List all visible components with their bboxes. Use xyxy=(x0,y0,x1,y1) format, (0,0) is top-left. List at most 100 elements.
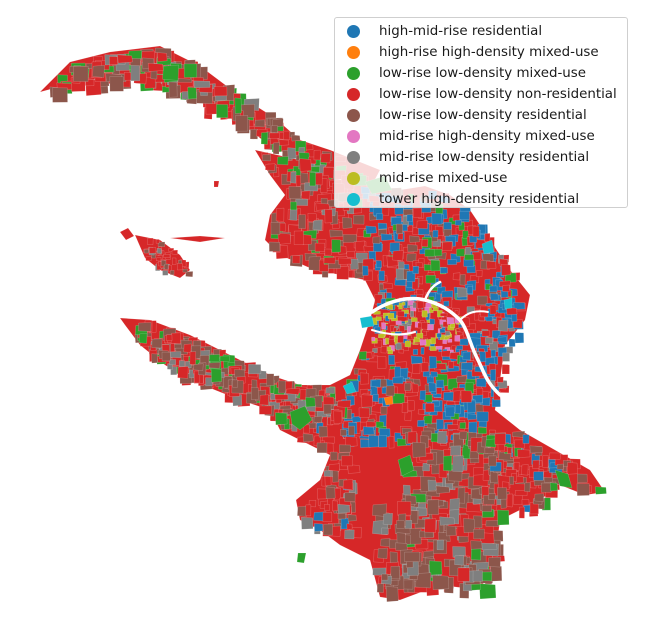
land-use-parcel xyxy=(417,419,425,428)
land-use-parcel xyxy=(456,331,463,336)
land-use-parcel xyxy=(423,415,433,425)
legend-label: tower high-density residential xyxy=(379,192,580,207)
land-use-parcel xyxy=(416,332,424,339)
land-use-parcel xyxy=(324,248,332,256)
land-use-parcel xyxy=(109,56,119,66)
land-use-parcel xyxy=(403,484,411,496)
land-use-parcel xyxy=(295,198,309,206)
land-use-parcel xyxy=(409,510,418,524)
land-use-parcel xyxy=(359,372,370,385)
land-use-parcel xyxy=(324,476,332,486)
land-use-parcel xyxy=(166,334,173,342)
land-use-parcel xyxy=(428,382,437,393)
land-use-parcel xyxy=(235,115,249,132)
land-use-parcel xyxy=(427,479,437,491)
land-use-parcel xyxy=(291,134,301,142)
land-use-parcel xyxy=(431,212,443,225)
land-use-parcel xyxy=(381,573,389,581)
river-channel xyxy=(459,310,489,321)
land-use-parcel xyxy=(184,360,192,369)
land-use-parcel xyxy=(271,125,278,133)
land-use-parcel xyxy=(372,347,378,354)
land-use-parcel xyxy=(410,355,423,365)
land-use-parcel xyxy=(489,285,498,293)
land-use-parcel xyxy=(363,245,375,253)
land-use-parcel xyxy=(323,396,335,405)
land-use-parcel xyxy=(475,270,483,278)
land-use-parcel xyxy=(316,442,328,454)
land-use-parcel xyxy=(147,62,164,72)
land-use-parcel xyxy=(416,300,425,309)
land-use-parcel xyxy=(207,354,220,362)
land-use-parcel xyxy=(156,247,162,254)
land-use-parcel xyxy=(345,436,358,447)
land-use-parcel xyxy=(331,239,341,253)
legend-swatch xyxy=(347,25,360,38)
land-use-parcel xyxy=(417,408,425,415)
legend-item: low-rise low-density residential xyxy=(347,105,627,126)
land-use-parcel xyxy=(549,452,561,460)
land-use-parcel xyxy=(151,353,158,364)
land-use-parcel xyxy=(216,104,229,119)
land-use-parcel xyxy=(341,455,353,467)
map-legend: high-mid-rise residential high-rise high… xyxy=(334,17,628,208)
land-use-parcel xyxy=(232,379,238,388)
land-use-region xyxy=(119,227,135,241)
land-use-parcel xyxy=(383,395,394,406)
land-use-parcel xyxy=(407,400,415,411)
land-use-parcel xyxy=(324,208,333,224)
land-use-parcel xyxy=(322,166,334,179)
legend-swatch xyxy=(347,172,360,185)
land-use-parcel xyxy=(473,528,485,540)
land-use-parcel xyxy=(275,412,288,425)
land-use-parcel xyxy=(145,256,152,261)
land-use-parcel xyxy=(447,338,453,343)
land-use-parcel xyxy=(432,574,450,590)
land-use-parcel xyxy=(482,253,495,263)
land-use-parcel xyxy=(435,345,443,350)
land-use-parcel xyxy=(456,248,465,257)
legend-item: mid-rise low-density residential xyxy=(347,147,627,168)
legend-item: high-mid-rise residential xyxy=(347,21,627,42)
land-use-parcel xyxy=(171,257,177,265)
legend-label: high-mid-rise residential xyxy=(379,24,543,39)
land-use-parcel xyxy=(346,250,355,259)
land-use-parcel xyxy=(272,142,280,155)
land-use-parcel xyxy=(250,387,259,400)
land-use-parcel xyxy=(205,377,213,387)
land-use-parcel xyxy=(549,482,558,492)
land-use-parcel xyxy=(385,337,390,345)
land-use-parcel xyxy=(423,264,432,271)
land-use-parcel xyxy=(450,445,462,456)
legend-swatch xyxy=(347,109,360,122)
land-use-parcel xyxy=(454,555,465,566)
land-use-parcel xyxy=(323,523,333,536)
land-use-parcel xyxy=(472,570,483,582)
river-channel xyxy=(423,280,442,302)
land-use-parcel xyxy=(442,339,448,345)
land-use-parcel xyxy=(342,479,354,490)
land-use-parcel xyxy=(157,241,166,247)
land-use-parcel xyxy=(430,259,441,272)
land-use-parcel xyxy=(488,455,497,467)
land-use-parcel xyxy=(387,346,392,352)
land-use-parcel xyxy=(323,257,336,265)
land-use-parcel xyxy=(332,469,339,483)
land-use-parcel xyxy=(446,316,455,325)
land-use-parcel xyxy=(518,506,525,519)
land-use-parcel xyxy=(52,87,68,103)
land-use-parcel xyxy=(567,462,578,475)
land-use-parcel xyxy=(372,236,381,244)
legend-label: mid-rise mixed-use xyxy=(379,171,508,186)
legend-swatch xyxy=(347,46,360,59)
land-use-parcel xyxy=(398,348,405,354)
land-use-parcel xyxy=(181,91,189,100)
land-use-parcel xyxy=(365,225,377,235)
land-use-parcel xyxy=(347,514,357,522)
land-use-parcel xyxy=(396,438,407,447)
land-use-parcel xyxy=(455,328,461,333)
land-use-parcels xyxy=(49,47,607,603)
land-use-parcel xyxy=(320,178,328,193)
land-use-parcel xyxy=(169,270,175,276)
land-use-parcel xyxy=(260,132,269,145)
